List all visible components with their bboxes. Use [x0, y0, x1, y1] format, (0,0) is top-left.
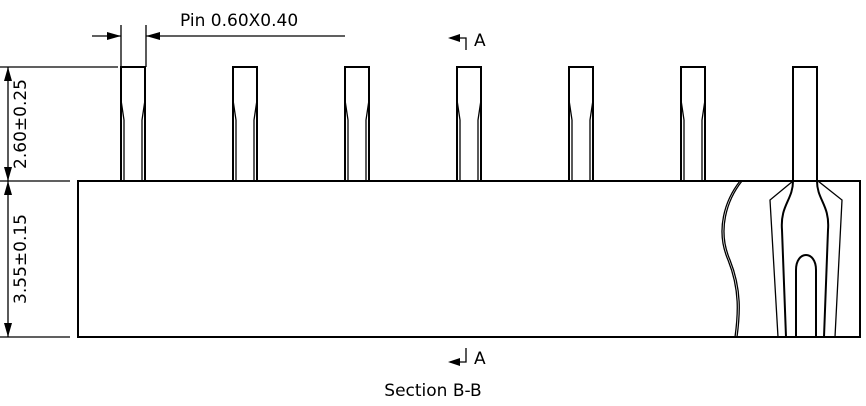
section-mark-top: A [474, 31, 486, 51]
pin-dimension: Pin 0.60X0.40 [92, 11, 345, 67]
housing [77, 180, 861, 338]
section-mark-bottom: A [474, 349, 486, 369]
section-hatch [721, 180, 861, 338]
caption: Section B-B [384, 381, 481, 401]
pin-label: Pin 0.60X0.40 [180, 11, 298, 31]
body-height-dim: 3.55±0.15 [11, 214, 31, 304]
section-marks: A A [448, 31, 486, 369]
pin-height-dim: 2.60±0.25 [11, 79, 31, 169]
pins [120, 66, 830, 338]
height-dimensions: 2.60±0.25 3.55±0.15 [0, 66, 118, 338]
